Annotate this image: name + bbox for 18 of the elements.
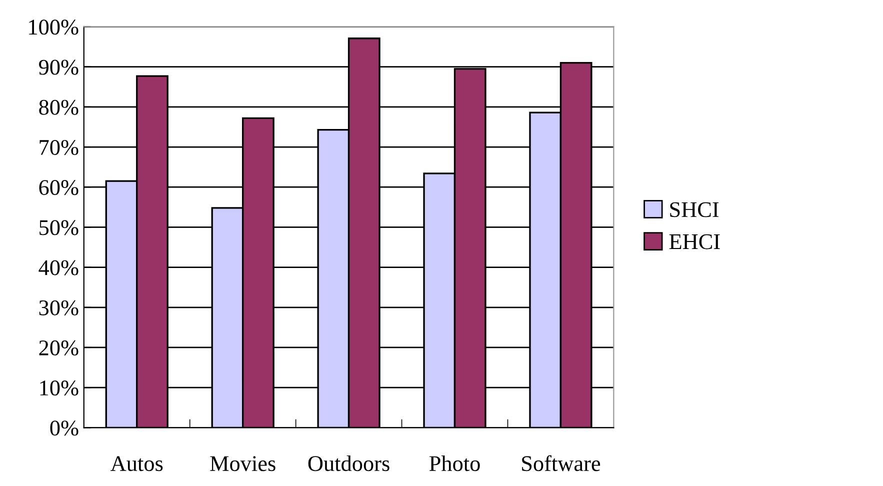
y-tick-label: 30% [39,300,78,316]
y-tick-label: 20% [39,340,78,356]
y-tick-label: 10% [40,380,78,396]
x-tick-label: Autos [110,456,163,472]
y-tick-label: 100% [29,20,78,35]
x-tick-label: Photo [429,455,480,472]
y-tick-label: 0% [50,420,78,436]
x-tick-label: Movies [210,456,276,472]
y-tick-label: 80% [39,100,78,115]
y-tick-label: 40% [38,260,78,276]
y-tick-label: 70% [40,140,78,156]
y-tick-label: 50% [40,220,78,236]
x-tick-label: Software [522,455,600,472]
x-tick-label: Outdoors [308,455,390,472]
legend-label: SHCI [670,202,719,218]
y-tick-label: 90% [39,60,78,75]
legend-label: EHCI [669,234,720,250]
y-tick-label: 60% [39,180,78,196]
